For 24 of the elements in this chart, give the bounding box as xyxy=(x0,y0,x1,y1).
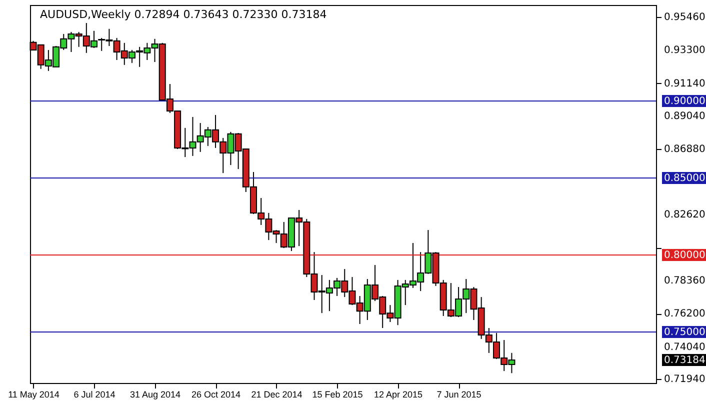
y-tick-label: 0.89040 xyxy=(664,110,706,122)
y-tick-label: 0.82620 xyxy=(664,210,706,221)
y-tick-label: 0.71940 xyxy=(664,374,706,386)
y-tick-label: 0.74040 xyxy=(664,342,706,353)
x-tick-label: 7 Jun 2015 xyxy=(436,390,482,400)
text: 0.73184 xyxy=(664,354,706,366)
ref-line-label: 0.80000 xyxy=(664,250,706,261)
x-tick-label: 11 May 2014 xyxy=(8,390,60,400)
x-tick-label: 6 Jul 2014 xyxy=(74,390,116,400)
y-tick-label: 0.78360 xyxy=(664,275,706,286)
x-tick-label: 26 Oct 2014 xyxy=(192,390,241,400)
y-tick-label: 0.95460 xyxy=(664,12,706,23)
ref-line-label: 0.85000 xyxy=(664,172,706,184)
y-tick-label: 0.91140 xyxy=(664,78,706,90)
y-tick-label: 0.93300 xyxy=(664,45,706,56)
chart-title: AUDUSD,Weekly 0.72894 0.73643 0.72330 0.73184 xyxy=(40,8,327,21)
ref-line-label: 0.75000 xyxy=(664,327,706,338)
x-tick-label: 31 Aug 2014 xyxy=(130,390,181,400)
x-tick-label: 21 Dec 2014 xyxy=(251,390,302,400)
x-tick-label: 12 Apr 2015 xyxy=(374,390,423,400)
x-tick-label: 15 Feb 2015 xyxy=(312,390,363,400)
y-tick-label: 0.76200 xyxy=(664,308,706,320)
y-tick-label: 0.86880 xyxy=(664,144,706,156)
ref-line-label: 0.90000 xyxy=(664,96,706,107)
